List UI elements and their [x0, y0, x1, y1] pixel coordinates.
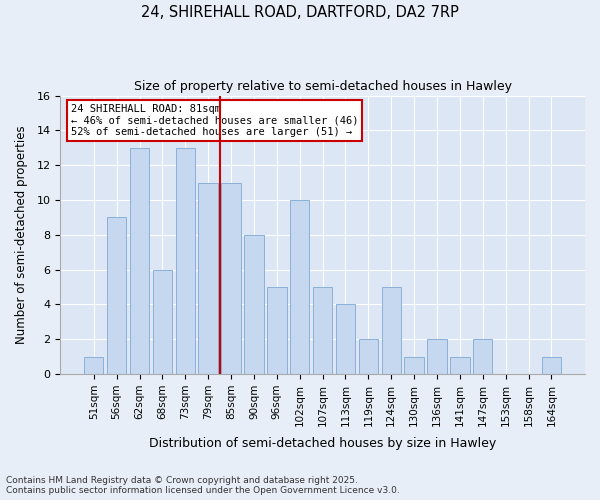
Y-axis label: Number of semi-detached properties: Number of semi-detached properties	[15, 126, 28, 344]
Bar	[176, 148, 195, 374]
X-axis label: Distribution of semi-detached houses by size in Hawley: Distribution of semi-detached houses by …	[149, 437, 496, 450]
Bar	[107, 218, 127, 374]
Bar	[542, 356, 561, 374]
Bar	[221, 182, 241, 374]
Bar	[473, 339, 493, 374]
Bar	[267, 287, 287, 374]
Bar	[336, 304, 355, 374]
Bar	[244, 235, 263, 374]
Bar	[404, 356, 424, 374]
Bar	[84, 356, 103, 374]
Text: 24 SHIREHALL ROAD: 81sqm
← 46% of semi-detached houses are smaller (46)
52% of s: 24 SHIREHALL ROAD: 81sqm ← 46% of semi-d…	[71, 104, 358, 137]
Text: Contains HM Land Registry data © Crown copyright and database right 2025.
Contai: Contains HM Land Registry data © Crown c…	[6, 476, 400, 495]
Bar	[382, 287, 401, 374]
Bar	[290, 200, 310, 374]
Bar	[313, 287, 332, 374]
Bar	[427, 339, 447, 374]
Title: Size of property relative to semi-detached houses in Hawley: Size of property relative to semi-detach…	[134, 80, 512, 93]
Bar	[199, 182, 218, 374]
Bar	[359, 339, 378, 374]
Bar	[130, 148, 149, 374]
Text: 24, SHIREHALL ROAD, DARTFORD, DA2 7RP: 24, SHIREHALL ROAD, DARTFORD, DA2 7RP	[141, 5, 459, 20]
Bar	[152, 270, 172, 374]
Bar	[450, 356, 470, 374]
